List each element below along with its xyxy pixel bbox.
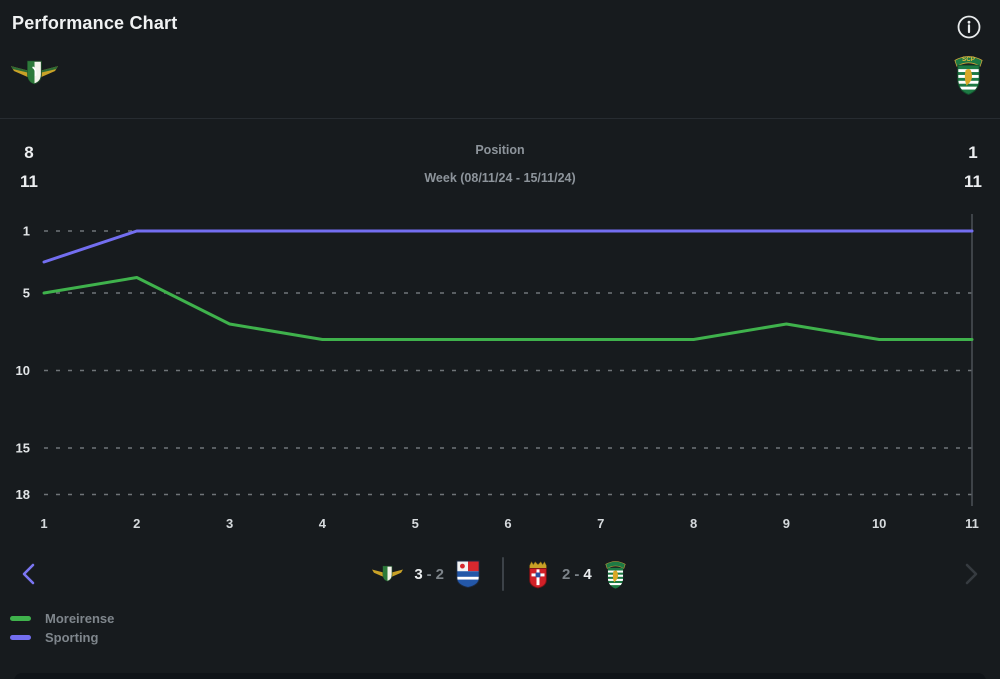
legend-label: Moreirense bbox=[45, 611, 115, 626]
braga-logo bbox=[529, 561, 547, 589]
svg-text:3: 3 bbox=[226, 516, 233, 531]
svg-text:2: 2 bbox=[133, 516, 140, 531]
home-position-value: 8 bbox=[24, 143, 34, 162]
next-week-button[interactable] bbox=[956, 560, 984, 588]
svg-text:6: 6 bbox=[504, 516, 511, 531]
moreirense-logo bbox=[11, 60, 58, 85]
away-score: 4 bbox=[583, 565, 592, 583]
moreirense-logo bbox=[372, 565, 404, 582]
stats-labels: Position Week (08/11/24 - 15/11/24) bbox=[0, 143, 1000, 185]
svg-text:4: 4 bbox=[319, 516, 327, 531]
position-label: Position bbox=[475, 143, 525, 157]
svg-text:8: 8 bbox=[690, 516, 697, 531]
svg-text:10: 10 bbox=[872, 516, 886, 531]
sporting-logo: SCP bbox=[954, 56, 983, 95]
score-separator: - bbox=[574, 565, 580, 583]
home-score: 3 bbox=[414, 565, 423, 583]
svg-text:7: 7 bbox=[597, 516, 604, 531]
prev-week-button[interactable] bbox=[16, 560, 44, 588]
week-fixtures: 3 - 2 2 bbox=[0, 548, 1000, 600]
week-range-label: Week (08/11/24 - 15/11/24) bbox=[424, 171, 576, 185]
score: 3 - 2 bbox=[414, 566, 444, 583]
svg-text:1: 1 bbox=[23, 224, 30, 239]
svg-text:5: 5 bbox=[23, 286, 30, 301]
legend-item-moreirense: Moreirense bbox=[10, 609, 114, 628]
header-divider bbox=[0, 118, 1000, 119]
gil-vicente-logo bbox=[456, 560, 480, 588]
fixture-braga-sporting[interactable]: 2 - 4 bbox=[525, 558, 628, 590]
away-position-value: 1 bbox=[968, 143, 978, 162]
chevron-right-icon bbox=[965, 563, 978, 585]
page-title: Performance Chart bbox=[12, 13, 178, 33]
sporting-logo bbox=[605, 561, 626, 589]
svg-text:5: 5 bbox=[412, 516, 419, 531]
away-team-stats: 1 11 bbox=[956, 138, 990, 196]
score-separator: - bbox=[426, 565, 432, 583]
away-week-value: 11 bbox=[964, 172, 982, 191]
svg-text:18: 18 bbox=[16, 487, 30, 502]
svg-text:15: 15 bbox=[16, 441, 30, 456]
home-week-value: 11 bbox=[20, 172, 38, 191]
sporting-banner-text: SCP bbox=[962, 56, 975, 63]
legend-item-sporting: Sporting bbox=[10, 628, 114, 647]
fixture-moreirense-gil-vicente[interactable]: 3 - 2 bbox=[372, 559, 481, 589]
chart-legend: Moreirense Sporting bbox=[10, 609, 114, 647]
moreirense-line-swatch bbox=[10, 616, 31, 621]
next-card-top-edge bbox=[14, 673, 986, 679]
home-score: 2 bbox=[562, 565, 571, 583]
chevron-left-icon bbox=[22, 563, 35, 585]
svg-text:9: 9 bbox=[783, 516, 790, 531]
away-score: 2 bbox=[435, 565, 444, 583]
info-icon bbox=[957, 15, 981, 39]
info-button[interactable] bbox=[955, 13, 983, 41]
svg-text:10: 10 bbox=[16, 363, 30, 378]
svg-text:1: 1 bbox=[40, 516, 47, 531]
score: 2 - 4 bbox=[562, 566, 592, 583]
sporting-line-swatch bbox=[10, 635, 31, 640]
home-team-stats: 8 11 bbox=[12, 138, 46, 196]
legend-label: Sporting bbox=[45, 630, 99, 645]
fixtures-divider bbox=[502, 557, 504, 591]
svg-text:11: 11 bbox=[965, 516, 979, 531]
